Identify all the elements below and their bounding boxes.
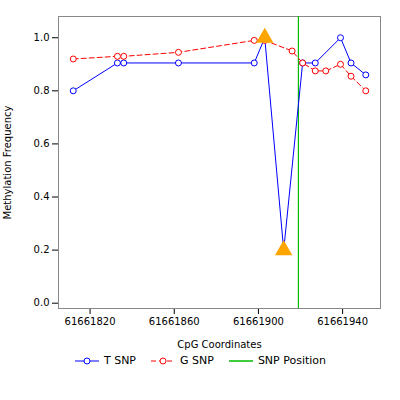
svg-text:61661940: 61661940 [317,316,368,327]
svg-text:0.2: 0.2 [34,244,50,255]
svg-text:61661820: 61661820 [65,316,116,327]
svg-text:0.0: 0.0 [34,297,50,308]
html-text:SNP Position: SNP Position [257,354,326,367]
svg-text:0.8: 0.8 [34,85,50,96]
html-text:T SNP: T SNP [103,354,136,367]
svg-text:0.4: 0.4 [34,191,50,202]
svg-text:61661900: 61661900 [233,316,284,327]
svg-text:CpG Coordinates: CpG Coordinates [177,339,261,350]
svg-text:1.0: 1.0 [34,32,50,43]
svg-text:Methylation Frequency: Methylation Frequency [2,105,13,219]
html-text:G SNP: G SNP [180,354,214,367]
svg-text:61661860: 61661860 [149,316,200,327]
svg-text:0.6: 0.6 [34,138,50,149]
